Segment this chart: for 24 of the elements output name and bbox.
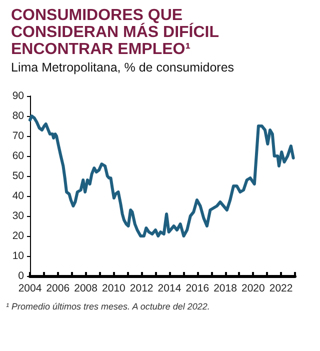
x-tick-label: 2014 (158, 282, 182, 294)
x-tick-label: 2016 (186, 282, 210, 294)
y-tick-label: 80 (12, 110, 24, 122)
y-tick-label: 0 (18, 270, 24, 282)
chart-subtitle: Lima Metropolitana, % de consumidores (11, 60, 234, 74)
x-tick-label: 2012 (130, 282, 154, 294)
y-tick-label: 70 (12, 130, 24, 142)
x-tick-label: 2006 (46, 282, 70, 294)
x-tick-label: 2018 (214, 282, 238, 294)
y-tick-label: 20 (12, 230, 24, 242)
y-tick-label: 40 (12, 190, 24, 202)
line-series (28, 114, 295, 238)
x-tick-label: 2020 (241, 282, 265, 294)
x-tick-label: 2010 (102, 282, 126, 294)
y-tick-label: 10 (12, 250, 24, 262)
y-tick-label: 30 (12, 210, 24, 222)
x-tick-label: 2008 (74, 282, 98, 294)
y-tick-label: 90 (12, 90, 24, 102)
chart-title: CONSUMIDORES QUE CONSIDERAN MÁS DIFÍCIL ENCONTRAR EMPLEO¹ (11, 7, 224, 58)
y-tick-label: 60 (12, 150, 24, 162)
x-tick-label: 2004 (18, 282, 42, 294)
text: ¹ Promedio últimos tres meses. A octubre del 2022. (6, 302, 210, 312)
x-tick-label: 2022 (269, 282, 293, 294)
y-tick-label: 50 (12, 170, 24, 182)
